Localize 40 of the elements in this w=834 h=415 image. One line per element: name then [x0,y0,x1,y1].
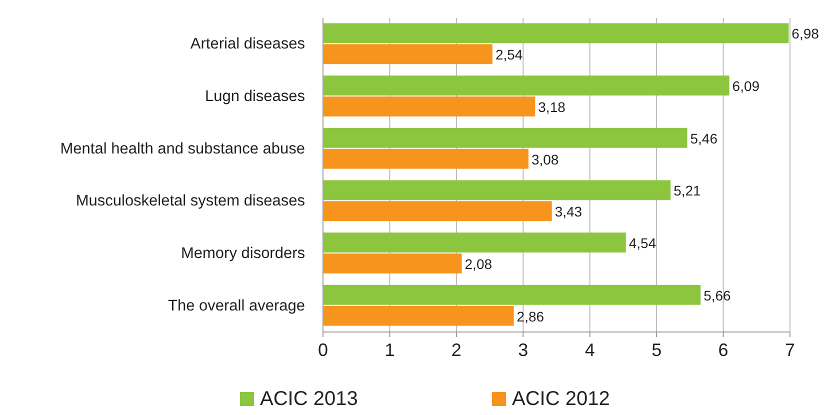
data-label: 3,18 [538,98,566,115]
data-label: 5,46 [690,130,718,146]
x-tick-label: 0 [318,340,328,360]
data-label: 2,86 [516,308,544,324]
bar [323,96,536,116]
legend-label: ACIC 2013 [260,388,358,410]
y-tick-label: Memory disorders [180,245,306,262]
y-tick-label: The overall average [168,297,305,314]
data-label: 4,54 [628,235,656,252]
data-label: 2,54 [495,46,523,63]
data-label: 2,08 [464,256,492,272]
x-tick-label: 4 [584,340,595,360]
data-label: 3,08 [531,151,559,168]
bar [323,44,492,64]
bar [323,76,730,96]
x-tick-label: 7 [784,340,796,360]
y-tick-label: Mental health and substance abuse [60,140,305,158]
x-tick-label: 6 [718,340,728,360]
bar [323,306,514,326]
data-label: 3,43 [554,204,582,220]
x-tick-label: 2 [451,340,462,360]
x-tick-label: 3 [518,340,528,360]
bar [323,148,528,169]
x-tick-label: 1 [384,340,395,360]
data-label: 5,66 [704,287,732,304]
y-tick-label: Arterial diseases [190,36,306,53]
bar [323,23,789,44]
y-tick-label: Lugn diseases [205,88,306,105]
data-label: 6,98 [792,26,820,42]
data-label: 6,09 [732,78,760,94]
bar [323,180,671,200]
bar [323,254,462,274]
legend-label: ACIC 2012 [512,388,610,410]
data-label: 5,21 [674,182,702,199]
x-tick-label: 5 [652,340,662,360]
bar [323,201,552,222]
y-tick-label: Musculoskeletal system diseases [76,192,306,210]
bar [323,232,626,252]
bar [323,284,701,305]
bar [323,128,688,148]
